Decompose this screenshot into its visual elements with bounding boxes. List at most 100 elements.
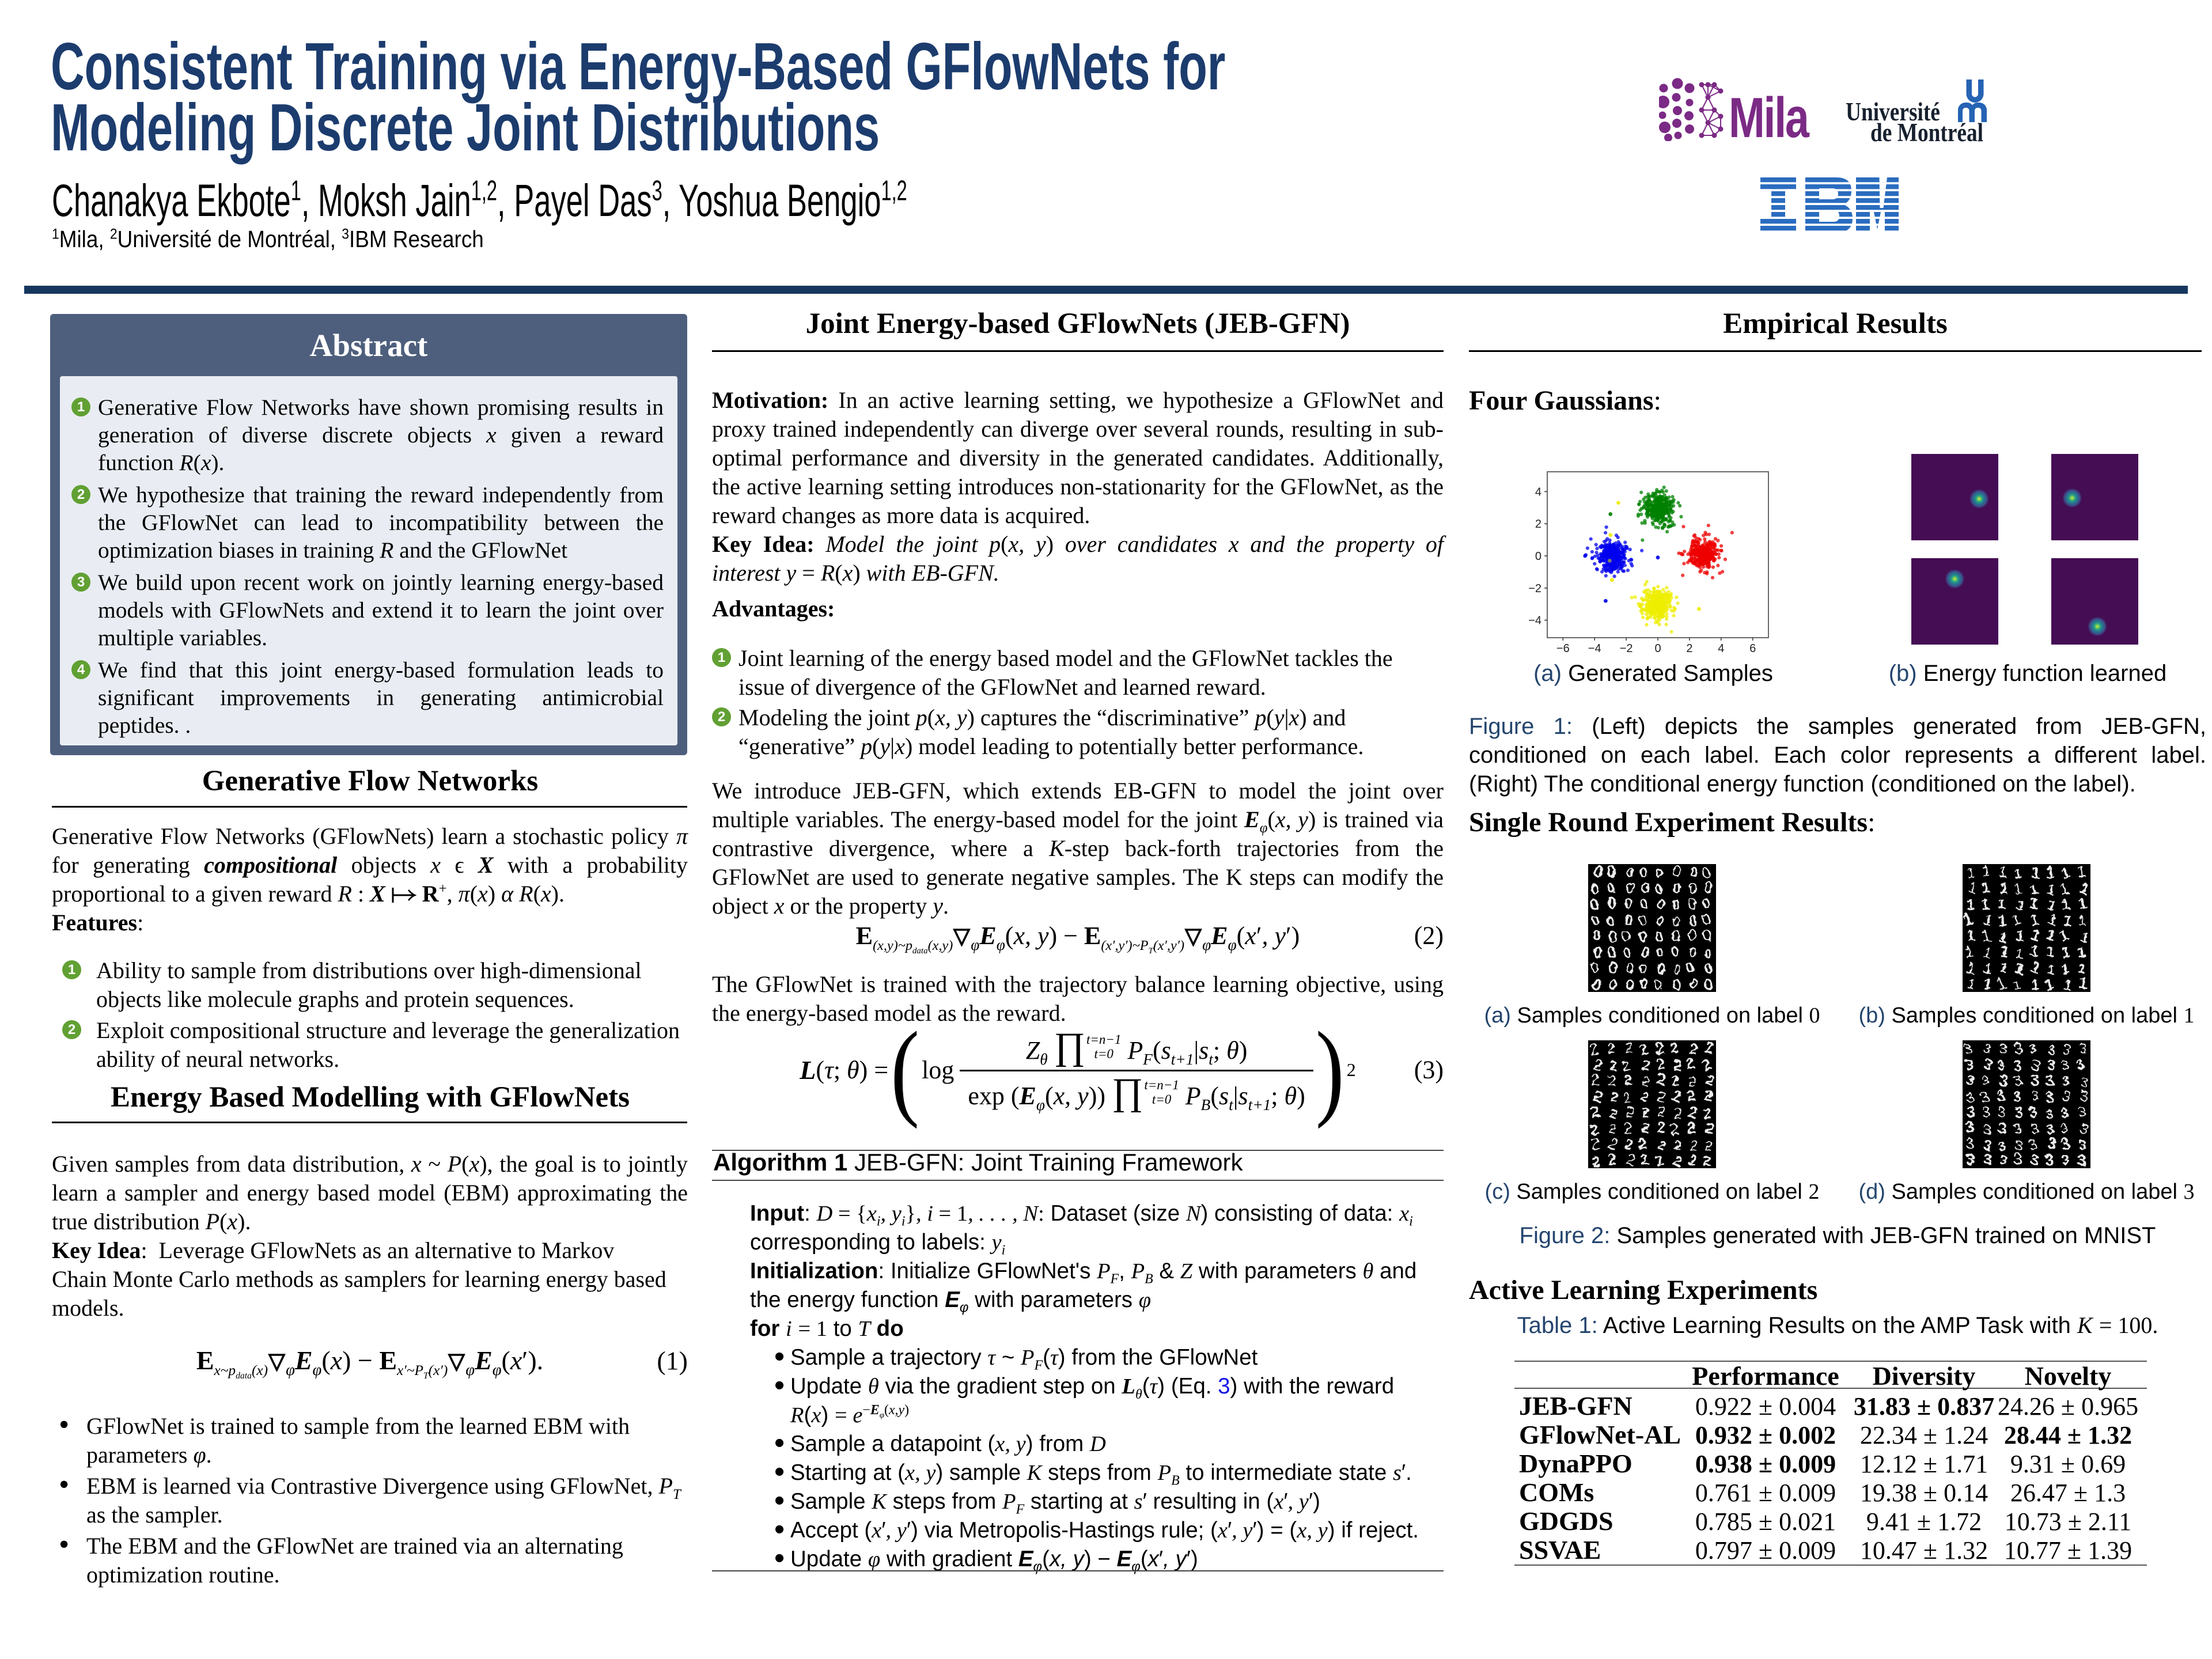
svg-text:0: 0: [1607, 894, 1616, 912]
svg-text:3: 3: [2078, 1119, 2090, 1138]
svg-text:3: 3: [2077, 1151, 2087, 1168]
svg-text:2: 2: [1688, 1040, 1699, 1058]
svg-text:3: 3: [1967, 1103, 1976, 1120]
svg-text:0: 0: [1592, 926, 1602, 944]
svg-text:0: 0: [1671, 927, 1681, 945]
svg-text:2: 2: [1624, 1103, 1637, 1122]
svg-text:0: 0: [1638, 961, 1647, 978]
svg-text:3: 3: [2013, 1056, 2022, 1074]
svg-text:3: 3: [1983, 1150, 1993, 1168]
svg-text:3: 3: [2046, 1134, 2058, 1153]
svg-text:3: 3: [2079, 1086, 2090, 1105]
svg-text:0: 0: [1535, 550, 1541, 563]
svg-text:1: 1: [2013, 959, 2026, 978]
svg-text:0: 0: [1623, 911, 1634, 930]
svg-text:0: 0: [1608, 928, 1617, 946]
svg-text:2: 2: [1656, 1088, 1668, 1107]
svg-text:3: 3: [1965, 1150, 1975, 1168]
svg-text:0: 0: [1688, 945, 1697, 961]
svg-text:3: 3: [1983, 1137, 1994, 1154]
svg-text:1: 1: [2015, 945, 2024, 961]
svg-text:−4: −4: [1528, 615, 1541, 627]
svg-text:1: 1: [2029, 941, 2040, 960]
svg-text:3: 3: [1982, 1103, 1991, 1121]
svg-text:−2: −2: [1620, 642, 1633, 655]
svg-text:3: 3: [2028, 1041, 2037, 1057]
svg-text:1: 1: [1982, 959, 1994, 978]
svg-text:2: 2: [1654, 1040, 1666, 1059]
svg-text:2: 2: [1590, 1070, 1600, 1088]
svg-text:2: 2: [1703, 1104, 1712, 1122]
svg-text:1: 1: [2062, 976, 2073, 992]
svg-text:0: 0: [1638, 927, 1647, 945]
svg-text:1: 1: [2076, 864, 2087, 880]
svg-text:3: 3: [2012, 1040, 2025, 1059]
svg-text:2: 2: [1607, 1151, 1616, 1168]
svg-text:0: 0: [1687, 926, 1698, 945]
svg-text:1: 1: [2061, 943, 2071, 961]
svg-text:0: 0: [1639, 896, 1650, 912]
svg-text:1: 1: [1983, 975, 1993, 992]
svg-text:2: 2: [1672, 1056, 1683, 1074]
svg-text:1: 1: [2060, 961, 2071, 978]
svg-text:2: 2: [1656, 1119, 1666, 1137]
svg-text:2: 2: [1592, 1055, 1604, 1074]
svg-text:3: 3: [2031, 1071, 2040, 1089]
svg-text:−4: −4: [1588, 642, 1601, 655]
svg-text:2: 2: [1624, 1072, 1633, 1088]
svg-text:3: 3: [1964, 1118, 1976, 1137]
svg-text:3: 3: [2061, 1073, 2070, 1089]
svg-text:3: 3: [2044, 1106, 2054, 1122]
svg-text:3: 3: [2077, 1104, 2087, 1121]
svg-text:1: 1: [1982, 864, 1991, 880]
svg-text:3: 3: [2029, 1152, 2040, 1168]
svg-text:0: 0: [1589, 959, 1600, 976]
svg-text:1: 1: [2031, 864, 2041, 882]
svg-text:0: 0: [1702, 878, 1714, 897]
svg-text:1: 1: [1998, 896, 2006, 912]
svg-text:2: 2: [1641, 1056, 1653, 1074]
svg-text:6: 6: [1749, 642, 1756, 655]
svg-text:3: 3: [2046, 1121, 2055, 1138]
svg-text:0: 0: [1655, 866, 1663, 881]
svg-text:3: 3: [1997, 1104, 2006, 1121]
svg-text:0: 0: [1639, 975, 1649, 992]
svg-text:1: 1: [2078, 974, 2089, 992]
svg-text:1: 1: [1967, 865, 1975, 881]
svg-text:1: 1: [1966, 896, 1975, 913]
svg-text:3: 3: [2047, 1056, 2055, 1073]
svg-text:0: 0: [1592, 943, 1604, 962]
svg-text:0: 0: [1656, 960, 1666, 978]
svg-text:0: 0: [1703, 976, 1714, 992]
svg-text:−6: −6: [1556, 642, 1570, 655]
svg-text:3: 3: [2045, 1089, 2054, 1106]
svg-text:0: 0: [1607, 975, 1619, 992]
svg-text:1: 1: [2031, 976, 2040, 992]
svg-text:2: 2: [1669, 1040, 1680, 1057]
svg-text:0: 0: [1704, 960, 1713, 976]
svg-text:1: 1: [2014, 927, 2026, 945]
svg-text:1: 1: [1980, 878, 1991, 897]
svg-text:0: 0: [1639, 865, 1647, 880]
svg-text:3: 3: [1966, 1136, 1974, 1152]
svg-text:1: 1: [2046, 944, 2055, 960]
svg-text:3: 3: [1995, 1057, 2006, 1073]
svg-text:0: 0: [1623, 895, 1634, 912]
svg-text:2: 2: [1609, 1089, 1619, 1105]
svg-text:3: 3: [2060, 1058, 2071, 1074]
svg-text:0: 0: [1606, 944, 1618, 963]
svg-text:2: 2: [1686, 642, 1692, 655]
svg-text:1: 1: [2013, 866, 2023, 882]
svg-text:2: 2: [1639, 1152, 1650, 1168]
svg-text:3: 3: [2029, 1120, 2040, 1137]
svg-text:2: 2: [1641, 1104, 1651, 1120]
svg-text:2: 2: [1590, 1134, 1601, 1153]
svg-text:4: 4: [1718, 642, 1724, 655]
svg-text:3: 3: [2061, 1040, 2073, 1059]
svg-text:2: 2: [1590, 1153, 1601, 1168]
svg-text:1: 1: [1981, 896, 1990, 914]
svg-text:0: 0: [1625, 976, 1635, 992]
svg-text:0: 0: [1672, 976, 1680, 992]
svg-text:3: 3: [2078, 1137, 2088, 1154]
svg-text:3: 3: [1999, 1041, 2007, 1057]
